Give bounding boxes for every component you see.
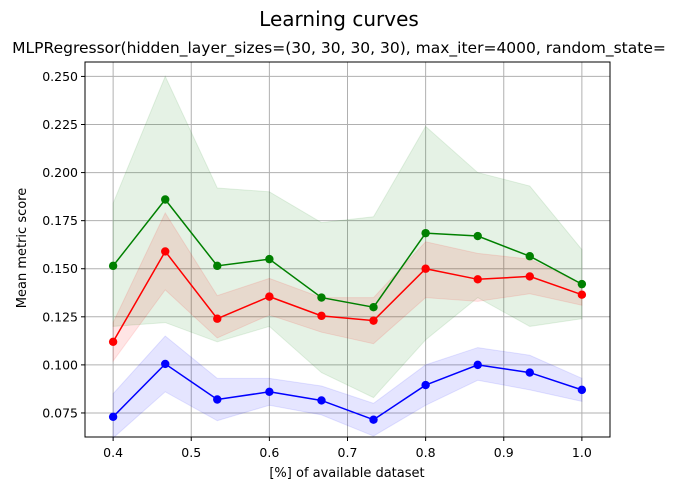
x-tick-label: 0.7 [338, 445, 358, 460]
series-0-point [421, 228, 430, 238]
series-0-band [112, 75, 583, 399]
series-0-point [525, 252, 534, 261]
series-0-point [265, 254, 274, 264]
y-tick-label: 0.225 [42, 117, 78, 132]
series-2-point [577, 385, 587, 395]
y-tick-label: 0.175 [42, 213, 78, 228]
y-axis-label: Mean metric score [15, 188, 30, 308]
series-1-point [317, 311, 326, 321]
series-0-point [317, 293, 326, 302]
x-tick-label: 0.4 [103, 445, 123, 460]
x-tick-label: 0.6 [259, 445, 279, 460]
x-tick-label: 0.8 [416, 445, 436, 460]
series-1-point [161, 247, 170, 256]
series-1-point [213, 314, 222, 323]
series-0-line [112, 198, 583, 309]
chart-subtitle: MLPRegressor(hidden_layer_sizes=(30, 30,… [12, 39, 666, 58]
x-tick-label: 0.9 [494, 445, 514, 460]
y-tick-label: 0.125 [42, 309, 78, 324]
series-1-point [577, 290, 587, 299]
series-1-point [525, 272, 534, 281]
y-tick-label: 0.200 [42, 165, 78, 180]
series-2-point [473, 360, 482, 370]
series-2-point [108, 412, 118, 422]
series-2-line [112, 362, 583, 421]
plot-area: 0.4 0.5 0.6 0.7 0.8 0.9 1.0 0.075 0.100 0.125 0.15… [42, 61, 611, 460]
y-tick-label: 0.150 [42, 261, 78, 276]
series-1-point [265, 292, 274, 301]
y-tick-label: 0.100 [42, 357, 78, 372]
x-axis-label: [%] of available dataset [269, 466, 424, 481]
series-2-point [421, 380, 430, 390]
series-2-band [112, 335, 583, 440]
y-tick-label: 0.075 [42, 405, 78, 420]
series-0-point [473, 231, 482, 241]
series-2-point [161, 359, 170, 369]
x-tick-label: 0.5 [181, 445, 201, 460]
series-2-point [317, 396, 326, 405]
series-2-point [525, 368, 534, 377]
series-1-band [112, 211, 583, 363]
series-1-line [112, 250, 583, 343]
series-0-point [108, 261, 118, 271]
series-0-point [161, 195, 170, 204]
series-0-point [369, 302, 378, 312]
y-tick-label: 0.250 [42, 69, 78, 84]
series-0-point [213, 261, 222, 271]
chart-title: Learning curves [259, 7, 419, 31]
series-2-point [213, 395, 222, 404]
series-1-point [473, 275, 482, 284]
series-2-point [265, 387, 274, 397]
plot-frame [84, 61, 611, 438]
series-0-point [577, 279, 587, 289]
series-2-point [369, 415, 378, 424]
series-1-point [108, 337, 118, 347]
series-1-point [369, 316, 378, 325]
x-tick-label: 1.0 [572, 445, 592, 460]
series-1-point [421, 264, 430, 273]
